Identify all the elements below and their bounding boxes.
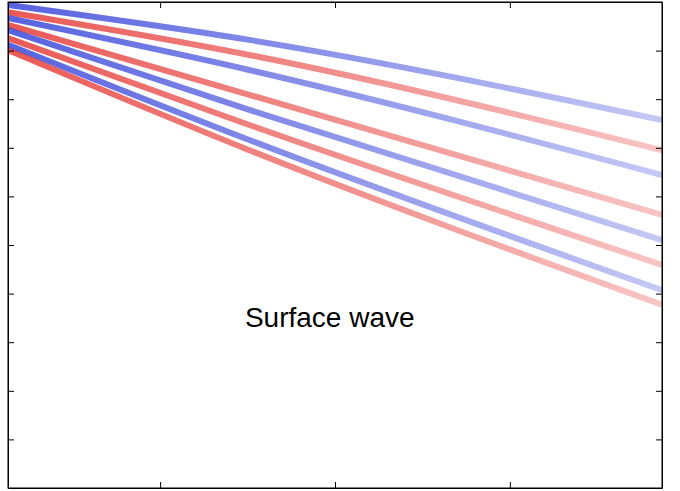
tick-mark bbox=[8, 51, 14, 52]
axis bbox=[8, 3, 14, 489]
tick bbox=[656, 294, 662, 295]
tick bbox=[656, 51, 662, 52]
wave-band bbox=[8, 38, 662, 265]
tick bbox=[335, 2, 336, 8]
tick bbox=[8, 342, 14, 343]
axis-line bbox=[662, 3, 663, 489]
tick bbox=[8, 196, 14, 197]
wave-band bbox=[8, 18, 662, 175]
tick-mark bbox=[656, 196, 662, 197]
tick-mark bbox=[8, 439, 14, 440]
tick-mark bbox=[335, 2, 336, 8]
axis-line bbox=[9, 488, 663, 489]
tick-mark bbox=[510, 2, 511, 8]
tick-mark bbox=[656, 294, 662, 295]
series-fade bbox=[8, 5, 662, 305]
tick bbox=[8, 294, 14, 295]
axis bbox=[9, 2, 663, 8]
tick-mark bbox=[8, 342, 14, 343]
tick bbox=[510, 2, 511, 8]
wave-band bbox=[8, 50, 662, 305]
tick bbox=[8, 439, 14, 440]
tick bbox=[160, 482, 161, 488]
annotation: Surface wave bbox=[245, 302, 415, 333]
tick bbox=[656, 342, 662, 343]
tick-mark bbox=[8, 391, 14, 392]
tick bbox=[160, 2, 161, 8]
tick-mark bbox=[335, 482, 336, 488]
plot: Surface wave bbox=[8, 2, 663, 489]
tick bbox=[8, 51, 14, 52]
tick-mark bbox=[8, 245, 14, 246]
tick bbox=[335, 482, 336, 488]
tick bbox=[656, 148, 662, 149]
tick-mark bbox=[8, 294, 14, 295]
tick bbox=[656, 391, 662, 392]
tick-mark bbox=[656, 99, 662, 100]
series-group bbox=[8, 5, 662, 305]
tick bbox=[510, 482, 511, 488]
tick bbox=[656, 99, 662, 100]
tick bbox=[8, 245, 14, 246]
tick-mark bbox=[160, 482, 161, 488]
tick-mark bbox=[656, 245, 662, 246]
tick-mark bbox=[656, 391, 662, 392]
tick-mark bbox=[656, 51, 662, 52]
wave-band bbox=[8, 30, 662, 240]
wave-band bbox=[8, 45, 662, 290]
tick bbox=[8, 99, 14, 100]
axis bbox=[656, 3, 663, 489]
tick bbox=[656, 439, 662, 440]
tick-mark bbox=[656, 342, 662, 343]
tick bbox=[656, 196, 662, 197]
plot-frame bbox=[8, 2, 662, 488]
tick-mark bbox=[656, 439, 662, 440]
tick bbox=[8, 391, 14, 392]
chart: Surface wave bbox=[0, 0, 680, 491]
tick-mark bbox=[656, 148, 662, 149]
tick bbox=[656, 245, 662, 246]
tick-mark bbox=[160, 2, 161, 8]
tick-mark bbox=[8, 99, 14, 100]
axis bbox=[9, 482, 663, 489]
tick-mark bbox=[510, 482, 511, 488]
tick-mark bbox=[8, 196, 14, 197]
tick bbox=[8, 148, 14, 149]
tick-mark bbox=[8, 148, 14, 149]
